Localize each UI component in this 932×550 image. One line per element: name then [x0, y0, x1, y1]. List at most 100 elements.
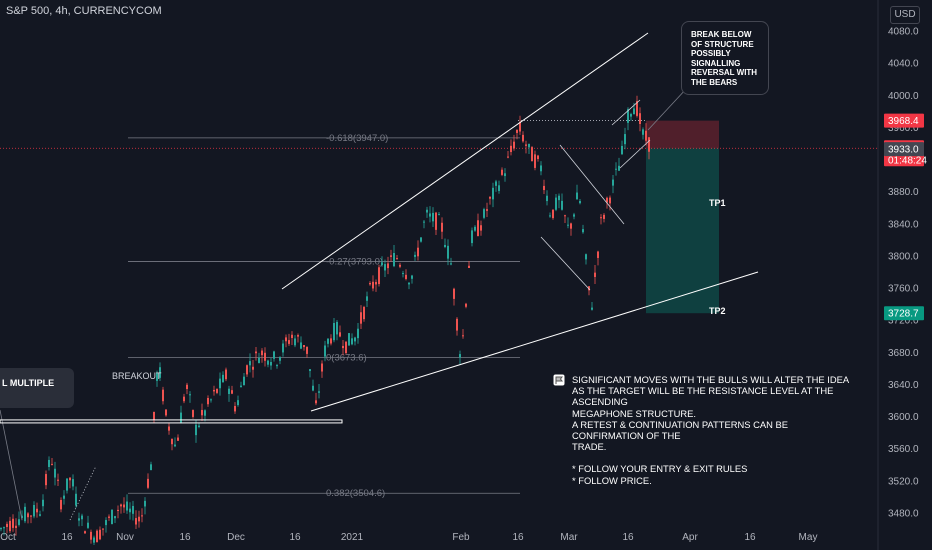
- candle-body: [384, 264, 386, 271]
- note-rule: * FOLLOW PRICE.: [572, 474, 652, 486]
- y-tick-label: 3600.0: [888, 412, 919, 423]
- candle-body: [618, 165, 620, 171]
- note-line: A RETEST & CONTINUATION PATTERNS CAN BE …: [572, 418, 788, 442]
- candle-body: [636, 101, 638, 116]
- tp2-label: TP2: [709, 306, 726, 316]
- y-tick-label: 3480.0: [888, 509, 919, 520]
- candle-body: [132, 505, 134, 514]
- candle-body: [552, 209, 554, 219]
- y-tick-label: 3880.0: [888, 187, 919, 198]
- candle-body: [546, 195, 548, 202]
- candle-body: [102, 528, 104, 530]
- candle-body: [408, 282, 410, 285]
- candle-body: [120, 504, 122, 507]
- candle-body: [279, 356, 281, 361]
- candle-body: [105, 520, 107, 526]
- candle-body: [267, 360, 269, 365]
- candle-body: [3, 527, 5, 529]
- y-tick-label: 4000.0: [888, 91, 919, 102]
- candle-body: [372, 281, 374, 289]
- fib-level-label: -0.27(3793.0): [326, 257, 383, 268]
- candle-body: [420, 237, 422, 242]
- candle-body: [474, 226, 476, 231]
- candle-body: [507, 156, 509, 158]
- candle-body: [129, 508, 131, 513]
- candle-body: [453, 288, 455, 299]
- candle-body: [216, 388, 218, 393]
- candle-body: [114, 516, 116, 519]
- candle-body: [381, 262, 383, 266]
- candle-body: [489, 196, 491, 199]
- candle-body: [261, 350, 263, 356]
- y-tick-label: 3800.0: [888, 251, 919, 262]
- candle-body: [402, 273, 404, 275]
- candle-body: [0, 527, 2, 530]
- candle-body: [42, 499, 44, 507]
- note-rule: * FOLLOW YOUR ENTRY & EXIT RULES: [572, 463, 748, 475]
- candle-body: [93, 537, 95, 543]
- candle-body: [465, 303, 467, 307]
- candle-body: [108, 516, 110, 518]
- candle-body: [519, 122, 521, 132]
- candle-body: [162, 389, 164, 402]
- candle-body: [534, 154, 536, 168]
- candle-body: [324, 345, 326, 357]
- candle-body: [591, 307, 593, 310]
- candle-body: [483, 209, 485, 218]
- candle-body: [633, 108, 635, 115]
- candle-body: [276, 365, 278, 367]
- candle-body: [252, 366, 254, 370]
- candle-body: [90, 531, 92, 540]
- channel-line: [559, 144, 625, 225]
- take-profit-zone: [646, 148, 719, 314]
- candle-body: [570, 223, 572, 229]
- candle-body: [168, 426, 170, 431]
- candle-body: [96, 530, 98, 543]
- candle-body: [222, 374, 224, 383]
- currency-selector[interactable]: USD: [890, 6, 920, 24]
- candle-body: [165, 409, 167, 416]
- x-tick-label: Apr: [682, 532, 698, 543]
- candle-body: [615, 168, 617, 170]
- channel-line: [540, 236, 591, 291]
- candle-body: [180, 412, 182, 424]
- candle-body: [585, 254, 587, 260]
- candle-body: [450, 263, 452, 265]
- candle-body: [447, 245, 449, 259]
- candle-body: [300, 342, 302, 349]
- candle-body: [399, 264, 401, 267]
- x-tick-label: Feb: [452, 532, 470, 543]
- candle-body: [84, 531, 86, 534]
- candle-body: [390, 255, 392, 257]
- candle-body: [81, 515, 83, 520]
- candle-body: [441, 222, 443, 232]
- price-label: 3933.0: [888, 145, 919, 156]
- candle-body: [213, 389, 215, 392]
- candle-body: [336, 321, 338, 335]
- candle-body: [543, 185, 545, 191]
- left-annotation-box: L MULTIPLE: [0, 368, 74, 408]
- candle-body: [414, 254, 416, 257]
- candle-body: [273, 351, 275, 359]
- candle-body: [159, 367, 161, 378]
- stop-loss-zone: [646, 120, 719, 149]
- candle-body: [72, 479, 74, 487]
- candle-body: [207, 397, 209, 405]
- candle-body: [177, 437, 179, 441]
- candle-body: [411, 275, 413, 279]
- x-tick-label: Dec: [227, 532, 245, 543]
- candle-body: [18, 519, 20, 525]
- candle-body: [417, 247, 419, 257]
- candle-body: [345, 341, 347, 354]
- candle-body: [126, 501, 128, 511]
- x-tick-label: Nov: [116, 532, 134, 543]
- candle-body: [435, 212, 437, 230]
- candle-body: [27, 513, 29, 518]
- dotted-trendline: [69, 465, 97, 521]
- price-label-bg: [884, 306, 924, 321]
- candle-body: [540, 165, 542, 172]
- y-tick-label: 3520.0: [888, 476, 919, 487]
- breakout-label: BREAKOUT: [112, 371, 162, 381]
- candle-body: [240, 385, 242, 387]
